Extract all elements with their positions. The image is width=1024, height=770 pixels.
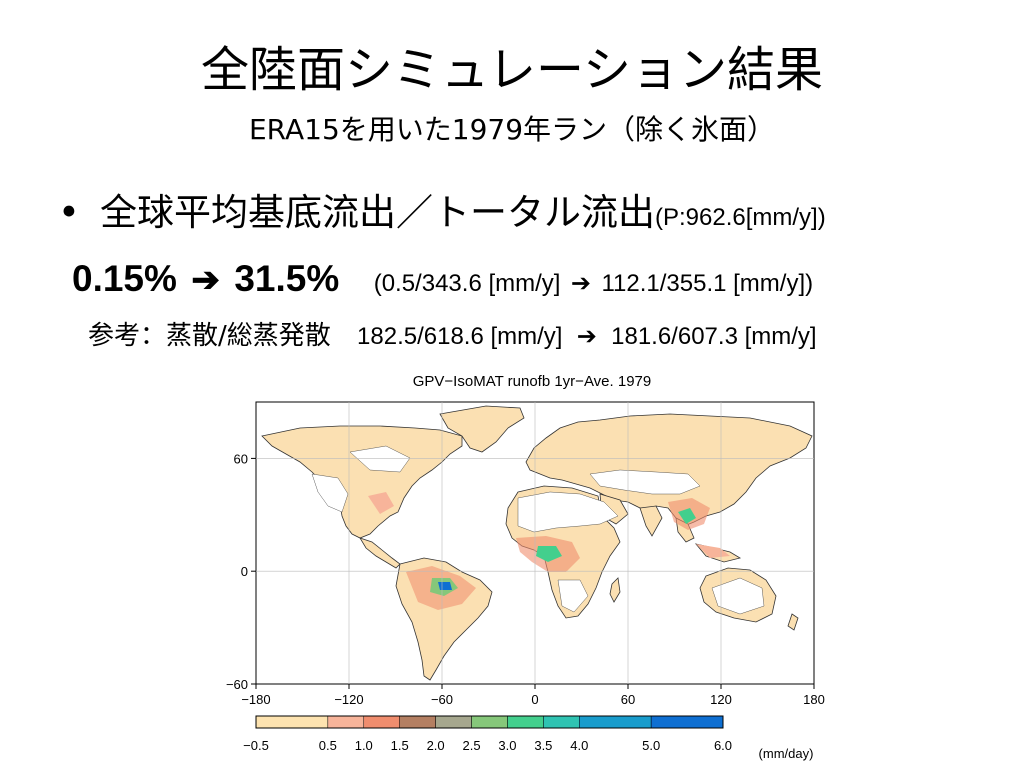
lon-tick-label: −180 <box>241 692 270 707</box>
lon-tick-label: −60 <box>431 692 453 707</box>
colorbar-swatch <box>471 715 508 729</box>
colorbar-label: 5.0 <box>642 738 660 753</box>
arrow-right-icon: ➔ <box>570 270 592 297</box>
dry-western-us <box>311 473 349 513</box>
colorbar-label: 0.5 <box>319 738 337 753</box>
precipitation-param: (P:962.6[mm/y]) <box>655 204 826 231</box>
dry-central-asia <box>589 469 701 495</box>
land-central-america <box>359 537 401 569</box>
colorbar-label: −0.5 <box>243 738 269 753</box>
colorbar-swatch <box>435 715 472 729</box>
runoff-map: GPV−IsoMAT runofb 1yr−Ave. 1979 <box>226 373 825 761</box>
map-gridlines <box>256 402 814 684</box>
colorbar-unit: (mm/day) <box>759 746 814 761</box>
land-madagascar <box>609 577 621 603</box>
lon-tick-label: −120 <box>334 692 363 707</box>
colorbar-label: 3.5 <box>534 738 552 753</box>
wet-congo-core <box>536 546 562 562</box>
ratio-to: 31.5% <box>234 258 340 299</box>
reference-from: 182.5/618.6 [mm/y] <box>357 323 563 350</box>
slide-subtitle: ERA15を用いた1979年ラン（除く氷面） <box>248 113 776 146</box>
dry-southern-africa <box>557 579 589 613</box>
colorbar-swatch <box>507 715 544 729</box>
ratio-detail-from: (0.5/343.6 [mm/y] <box>373 270 561 297</box>
bullet-marker: • <box>58 191 80 234</box>
colorbar-label: 3.0 <box>498 738 516 753</box>
reference-line: 参考：蒸散/総蒸発散 182.5/618.6 [mm/y] ➔ 181.6/60… <box>88 316 817 357</box>
arrow-right-icon: ➔ <box>191 261 220 299</box>
runoff-map-figure: GPV−IsoMAT runofb 1yr−Ave. 1979 <box>200 366 840 766</box>
reference-to: 181.6/607.3 [mm/y] <box>611 323 817 350</box>
wet-regions <box>368 492 730 610</box>
colorbar-label: 2.0 <box>427 738 445 753</box>
colorbar-swatch <box>650 715 724 729</box>
wet-indonesia <box>696 544 730 558</box>
colorbar-swatch <box>399 715 436 729</box>
ratio-line: 0.15% ➔ 31.5% (0.5/343.6 [mm/y] ➔ 112.1/… <box>72 258 813 300</box>
colorbar <box>255 715 724 729</box>
wet-se-us <box>368 492 394 514</box>
wet-monsoon-core <box>678 508 696 524</box>
wet-amazon-peak <box>438 582 452 590</box>
arrow-right-icon: ➔ <box>576 323 597 350</box>
colorbar-swatch <box>255 715 329 729</box>
colorbar-swatch <box>327 715 365 729</box>
colorbar-label: 1.5 <box>391 738 409 753</box>
dry-regions <box>311 445 765 615</box>
lon-tick-label: 180 <box>803 692 825 707</box>
colorbar-border <box>255 715 724 729</box>
colorbar-label: 4.0 <box>570 738 588 753</box>
dry-sahara-arabia <box>517 491 619 533</box>
colorbar-swatch <box>363 715 400 729</box>
land-eurasia <box>525 413 813 527</box>
reference-label: 参考：蒸散/総蒸発散 <box>88 321 331 351</box>
land-greenland <box>439 405 525 453</box>
colorbar-swatch <box>543 715 580 729</box>
colorbar-label: 1.0 <box>355 738 373 753</box>
lon-tick-label: 0 <box>531 692 538 707</box>
lon-tick-label: 60 <box>621 692 635 707</box>
colorbar-label: 2.5 <box>462 738 480 753</box>
ratio-detail-to: 112.1/355.1 [mm/y]) <box>601 270 814 297</box>
colorbar-labels: −0.5 0.5 1.0 1.5 2.0 2.5 3.0 3.5 4.0 5.0 6.0 <box>243 738 732 753</box>
ratio-from: 0.15% <box>72 258 177 299</box>
colorbar-label: 6.0 <box>714 738 732 753</box>
lat-tick-label: 0 <box>241 564 248 579</box>
slide-title: 全陸面シミュレーション結果 <box>200 42 824 98</box>
dry-australia-interior <box>711 577 765 615</box>
lon-tick-label: 120 <box>710 692 732 707</box>
latitude-labels: 60 0 −60 <box>226 451 256 692</box>
colorbar-swatch <box>579 715 652 729</box>
lat-tick-label: 60 <box>234 451 248 466</box>
dry-canada-interior <box>349 445 411 473</box>
bullet-item: • 全球平均基底流出／トータル流出(P:962.6[mm/y]) <box>58 188 826 243</box>
land-new-zealand <box>787 613 799 631</box>
map-title: GPV−IsoMAT runofb 1yr−Ave. 1979 <box>413 373 651 390</box>
lat-tick-label: −60 <box>226 677 248 692</box>
bullet-text: 全球平均基底流出／トータル流出 <box>100 191 655 234</box>
longitude-labels: −180 −120 −60 0 60 120 180 <box>241 684 825 707</box>
